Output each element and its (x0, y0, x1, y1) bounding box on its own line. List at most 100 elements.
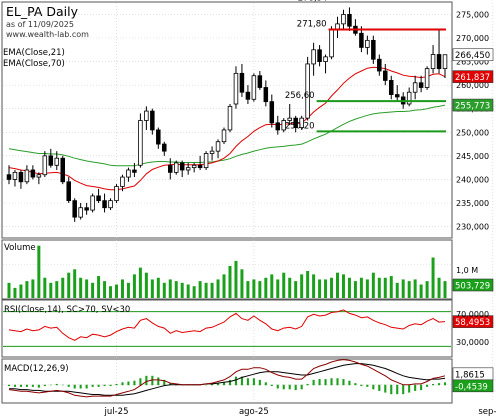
candle-body (227, 105, 233, 131)
macd-series (3, 359, 451, 398)
volume-bar (19, 284, 23, 298)
x-axis-label: ago-25 (239, 407, 269, 417)
volume-bar (180, 282, 184, 298)
candle-body (108, 200, 113, 209)
peak-annotation: 278,34 (298, 0, 328, 3)
macd-histogram-bar (384, 384, 387, 393)
candle (442, 54, 448, 79)
macd-histogram-bar (264, 382, 267, 386)
volume-bar (252, 279, 256, 298)
candle-body (418, 82, 424, 88)
macd-histogram-bar (342, 379, 345, 386)
volume-bar (120, 279, 124, 298)
volume-bar (204, 282, 208, 298)
volume-bar (371, 272, 375, 298)
macd-histogram-bar (31, 384, 34, 387)
candle-body (36, 174, 42, 178)
candle (418, 75, 424, 93)
candle-body (389, 80, 394, 95)
candle (48, 148, 54, 168)
macd-histogram-bar (378, 384, 381, 391)
volume-bar (312, 274, 316, 298)
volume-bar (276, 279, 280, 298)
macd-histogram-bar (437, 383, 441, 386)
volume-bar (258, 281, 262, 298)
macd-histogram-bar (91, 384, 94, 387)
ema21-legend: EMA(Close,21) (3, 48, 65, 58)
macd-line-path (8, 359, 446, 398)
macd-histogram-bar (408, 384, 411, 393)
candle-body (138, 120, 143, 166)
x-axis-label: sep-25 (478, 407, 496, 417)
rsi-tick-70: 70,0000 (456, 310, 489, 319)
macd-histogram-bar (157, 377, 160, 386)
candle-body (442, 54, 448, 70)
candle-body (287, 117, 292, 121)
ema70-legend: EMA(Close,70) (3, 59, 65, 69)
macd-last-text: 1,8615 (455, 370, 485, 380)
candle (341, 9, 346, 29)
volume-bar (150, 279, 154, 298)
volume-bar (162, 282, 166, 298)
volume-bar (377, 277, 381, 298)
candle-body (257, 75, 263, 88)
macd-histogram-bar (312, 379, 315, 386)
hline-label: 250,20 (285, 121, 315, 131)
price-tick-label: 250,000 (456, 128, 489, 137)
ema21-last-text: 261,837 (455, 73, 490, 83)
volume-bar (330, 277, 334, 298)
macd-histogram-bar (222, 382, 226, 386)
volume-bar (144, 272, 148, 298)
volume-bar (294, 281, 298, 298)
macd-histogram-bar (402, 384, 405, 395)
macd-panel-frame (1, 358, 453, 404)
volume-last-text: 503,729 (455, 282, 490, 292)
candle (263, 80, 269, 107)
rsi-series (3, 309, 451, 347)
candle (150, 108, 155, 135)
candle (78, 203, 83, 220)
candle (293, 115, 298, 133)
macd-histogram-bar (228, 379, 232, 386)
candle-body (24, 169, 30, 183)
candle-body (6, 174, 12, 180)
volume-bar (109, 286, 113, 298)
candle-body (371, 39, 376, 60)
candle-body (90, 195, 95, 211)
candle (275, 115, 281, 135)
volume-bar (383, 277, 387, 298)
hline-label: 271,80 (297, 20, 327, 30)
candle (162, 141, 167, 156)
macd-histogram-bar (169, 383, 172, 386)
volume-last-box (452, 278, 494, 292)
candle-body (72, 200, 77, 218)
volume-bar (156, 277, 160, 298)
macd-histogram-bar (163, 379, 166, 386)
macd-histogram-bar (288, 384, 291, 390)
volume-bar (336, 272, 339, 298)
candle-body (215, 141, 221, 152)
macd-histogram-bar (396, 384, 399, 395)
candle (430, 45, 436, 74)
volume-bar (419, 284, 423, 298)
candle (239, 63, 245, 97)
candle-body (406, 91, 412, 105)
candle-body (42, 155, 48, 176)
volume-bar (222, 274, 226, 298)
macd-histogram-bar (324, 379, 327, 386)
macd-histogram-bar (348, 380, 351, 386)
candle (406, 87, 412, 107)
macd-title: MACD(12,26,9) (4, 364, 69, 374)
candle-body (48, 155, 54, 166)
candle (144, 106, 149, 130)
volume-bar (431, 257, 435, 298)
volume-bar (43, 277, 47, 298)
macd-histogram-bar (133, 380, 136, 386)
candle (72, 198, 77, 222)
volume-bar (198, 281, 202, 298)
price-tick-label: 265,000 (456, 58, 489, 67)
macd-histogram-bar (97, 384, 100, 387)
macd-histogram-bar (79, 384, 82, 389)
macd-signal-path (9, 363, 446, 396)
macd-histogram-bar (13, 384, 17, 387)
